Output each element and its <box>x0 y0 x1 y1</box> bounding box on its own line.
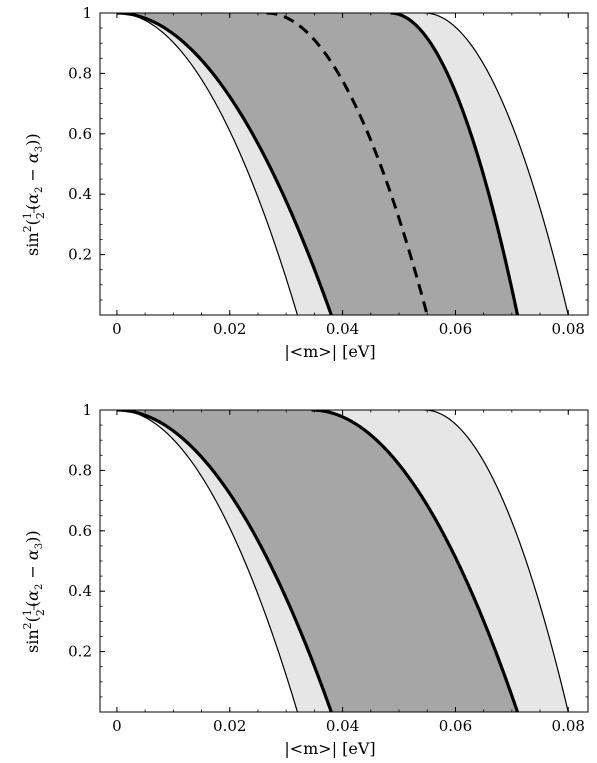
x-tick-label: 0.06 <box>439 717 472 735</box>
x-tick-label: 0.08 <box>552 320 585 338</box>
y-tick-label: 0.2 <box>68 643 92 661</box>
y-axis-label: sin2(12(α2 − α3)) <box>21 530 47 653</box>
x-tick-label: 0.04 <box>326 717 359 735</box>
x-tick-label: 0.02 <box>213 320 246 338</box>
x-tick-label: 0.04 <box>326 320 359 338</box>
curve-inner-right <box>311 410 519 712</box>
band-dark <box>116 410 518 712</box>
svg-text:sin2(12(α2 − α3)): sin2(12(α2 − α3)) <box>21 133 47 256</box>
y-axis-label: sin2(12(α2 − α3)) <box>21 133 47 256</box>
x-tick-label: 0 <box>112 320 122 338</box>
y-tick-label: 0.6 <box>68 125 92 143</box>
chart-panel-top: 0 0.02 0.04 0.06 0.08 0.2 0.4 0.6 0.8 1 |<m>| [eV]… <box>21 4 589 361</box>
y-tick-label: 0.2 <box>68 246 92 264</box>
x-tick-label: 0 <box>112 717 122 735</box>
x-tick-label: 0.06 <box>439 320 472 338</box>
x-axis-label: |<m>| [eV] <box>284 739 375 758</box>
curve-outer-left <box>116 410 299 712</box>
x-axis-label: |<m>| [eV] <box>284 342 375 361</box>
plot-area <box>116 13 569 315</box>
curve-inner-left <box>116 13 333 315</box>
y-tick-label: 0.4 <box>68 582 92 600</box>
x-tick-label: 0.08 <box>552 717 585 735</box>
y-tick-label: 1 <box>82 4 92 22</box>
y-tick-label: 1 <box>82 401 92 419</box>
plot-area <box>116 410 569 712</box>
curve-outer-right <box>424 13 569 315</box>
curve-inner-right <box>390 13 520 315</box>
y-tick-label: 0.8 <box>68 461 92 479</box>
band-dark <box>116 13 518 315</box>
curve-inner-left <box>116 410 333 712</box>
curve-dashed <box>266 13 429 315</box>
y-tick-label: 0.6 <box>68 522 92 540</box>
svg-text:sin2(12(α2 − α3)): sin2(12(α2 − α3)) <box>21 530 47 653</box>
y-tick-label: 0.8 <box>68 64 92 82</box>
x-tick-label: 0.02 <box>213 717 246 735</box>
y-tick-label: 0.4 <box>68 185 92 203</box>
chart-panel-bottom: 0 0.02 0.04 0.06 0.08 0.2 0.4 0.6 0.8 1 |<m>| [eV]… <box>21 401 589 758</box>
curve-outer-left <box>116 13 299 315</box>
curve-outer-right <box>424 410 569 712</box>
